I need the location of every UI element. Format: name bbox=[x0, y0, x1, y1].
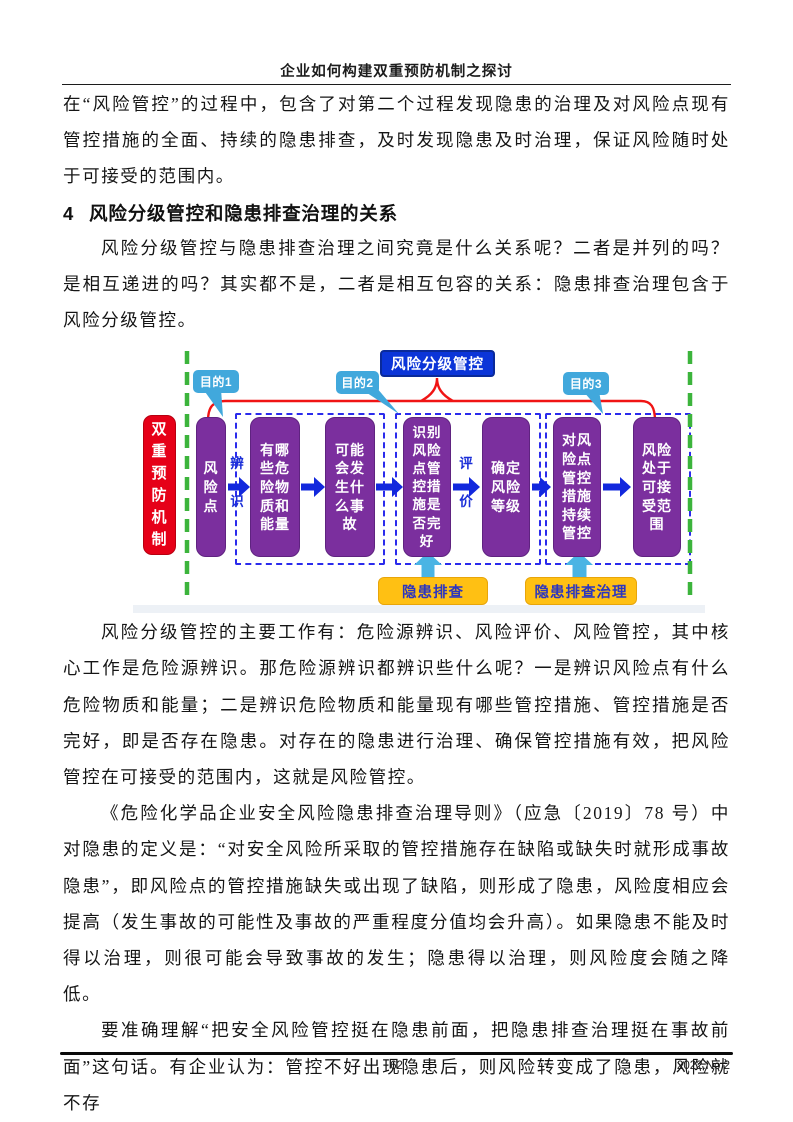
flow-arrow-icon bbox=[603, 477, 631, 498]
upward-arrow-icon bbox=[414, 552, 442, 580]
dual-prevention-mechanism-label: 双重预防机制 bbox=[143, 415, 176, 556]
step-continuous-control: 对风险点管控措施持续管控 bbox=[553, 417, 601, 558]
flow-arrow-icon bbox=[228, 477, 250, 498]
running-header: 企业如何构建双重预防机制之探讨 bbox=[280, 64, 513, 80]
step-possible-accidents: 可能会发生什么事故 bbox=[325, 417, 375, 558]
step-hazard-substances: 有哪些危险物质和能量 bbox=[250, 417, 300, 558]
red-scope-line bbox=[206, 400, 657, 422]
diagram-connector-layer bbox=[184, 351, 693, 602]
section-heading: 4 风险分级管控和隐患排查治理的关系 bbox=[63, 198, 730, 229]
paragraph-intro: 在“风险管控”的过程中，包含了对第二个过程发现隐患的治理及对风险点现有管控措施的… bbox=[63, 94, 730, 187]
body-content: 在“风险管控”的过程中，包含了对第二个过程发现隐患的治理及对风险点现有管控措施的… bbox=[63, 86, 730, 1121]
page-number: 62 bbox=[390, 1060, 403, 1072]
section-number: 4 bbox=[63, 202, 75, 224]
hazard-inspection-treatment-box: 隐患排查治理 bbox=[525, 577, 637, 606]
paragraph-main-work: 风险分级管控的主要工作有：危险源辨识、风险评价、风险管控，其中核心工作是危险源辨… bbox=[63, 622, 730, 788]
footer-rule bbox=[60, 1052, 733, 1055]
flow-arrow-icon bbox=[301, 477, 325, 498]
issue-label: 2022.No.2 bbox=[676, 1060, 730, 1072]
step-determine-risk-level: 确定风险等级 bbox=[482, 417, 530, 558]
callout3-tail bbox=[583, 391, 603, 415]
step-risk-acceptable: 风险处于可接受范围 bbox=[633, 417, 681, 558]
flow-arrow-icon bbox=[453, 477, 480, 498]
flow-arrow-icon bbox=[532, 477, 551, 498]
paragraph-understanding: 要准确理解“把安全风险管控挺在隐患前面，把隐患排查治理挺在事故前面”这句话。有企… bbox=[63, 1020, 730, 1113]
red-brace-to-title bbox=[420, 378, 454, 403]
flow-arrow-icon bbox=[376, 477, 403, 498]
callout1-tail bbox=[203, 389, 223, 418]
purpose-3-callout: 目的3 bbox=[563, 372, 609, 396]
purpose-1-callout: 目的1 bbox=[193, 370, 239, 394]
upward-arrow-icon bbox=[565, 552, 593, 580]
step-risk-point: 风险点 bbox=[196, 417, 226, 558]
diagram-title-risk-grading-control: 风险分级管控 bbox=[380, 350, 495, 378]
hazard-inspection-box: 隐患排查 bbox=[378, 577, 488, 606]
step-identify-measures: 识别风险点管控措施是否完好 bbox=[403, 417, 451, 558]
paragraph-definition: 《危险化学品企业安全风险隐患排查治理导则》（应急〔2019〕78 号）中对隐患的… bbox=[63, 803, 730, 1005]
label-identify: 辨识 bbox=[230, 456, 244, 510]
header-rule bbox=[62, 84, 731, 85]
label-evaluate: 评价 bbox=[459, 456, 473, 510]
diagram-background-strip bbox=[133, 605, 705, 614]
risk-control-flow-diagram: 双重预防机制 风险分级管控 目的1 目的2 目的3 风险点 有哪些危险物质和能量… bbox=[133, 343, 705, 614]
paragraph-relationship: 风险分级管控与隐患排查治理之间究竟是什么关系呢？二者是并列的吗？是相互递进的吗？… bbox=[63, 237, 730, 331]
purpose-2-callout: 目的2 bbox=[336, 371, 379, 395]
section-title: 风险分级管控和隐患排查治理的关系 bbox=[89, 202, 398, 224]
